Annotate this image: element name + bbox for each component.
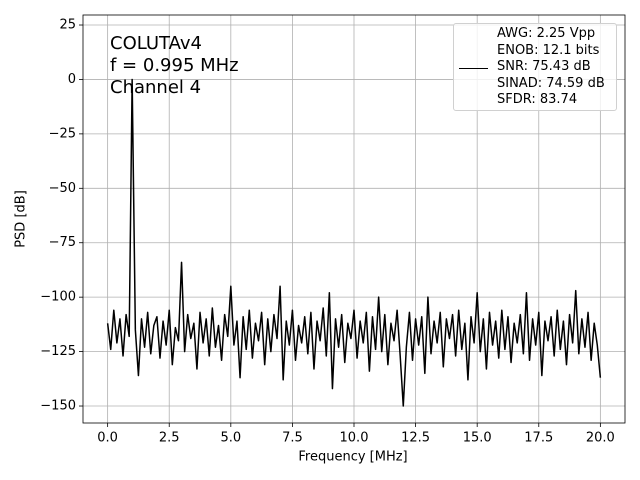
y-tick-label: −75 xyxy=(49,235,76,250)
y-tick-label: 0 xyxy=(68,72,76,87)
y-tick-label: −25 xyxy=(49,126,76,141)
x-tick-label: 10.0 xyxy=(340,431,369,446)
y-tick-label: −125 xyxy=(40,344,76,359)
x-tick-label: 5.0 xyxy=(220,431,241,446)
x-axis-label: Frequency [MHz] xyxy=(298,450,407,465)
y-axis-label: PSD [dB] xyxy=(14,190,29,248)
legend: AWG: 2.25 Vpp ENOB: 12.1 bits SNR: 75.43… xyxy=(453,23,617,111)
y-tick-label: −50 xyxy=(49,181,76,196)
annotation: f = 0.995 MHz xyxy=(110,55,239,76)
annotation: Channel 4 xyxy=(110,77,201,98)
legend-label: AWG: 2.25 Vpp ENOB: 12.1 bits SNR: 75.43… xyxy=(497,26,605,107)
x-tick-label: 2.5 xyxy=(159,431,180,446)
series-line xyxy=(106,78,602,407)
y-tick-label: −100 xyxy=(40,290,76,305)
x-tick-label: 7.5 xyxy=(282,431,303,446)
x-tick-label: 15.0 xyxy=(463,431,492,446)
y-tick-label: −150 xyxy=(40,399,76,414)
legend-swatch xyxy=(459,68,488,69)
annotation: COLUTAv4 xyxy=(110,33,202,54)
x-tick-label: 17.5 xyxy=(524,431,553,446)
x-tick-label: 0.0 xyxy=(97,431,118,446)
plot-frame xyxy=(82,14,626,424)
x-tick-label: 12.5 xyxy=(401,431,430,446)
x-tick-label: 20.0 xyxy=(586,431,615,446)
y-tick-label: 25 xyxy=(59,18,76,33)
